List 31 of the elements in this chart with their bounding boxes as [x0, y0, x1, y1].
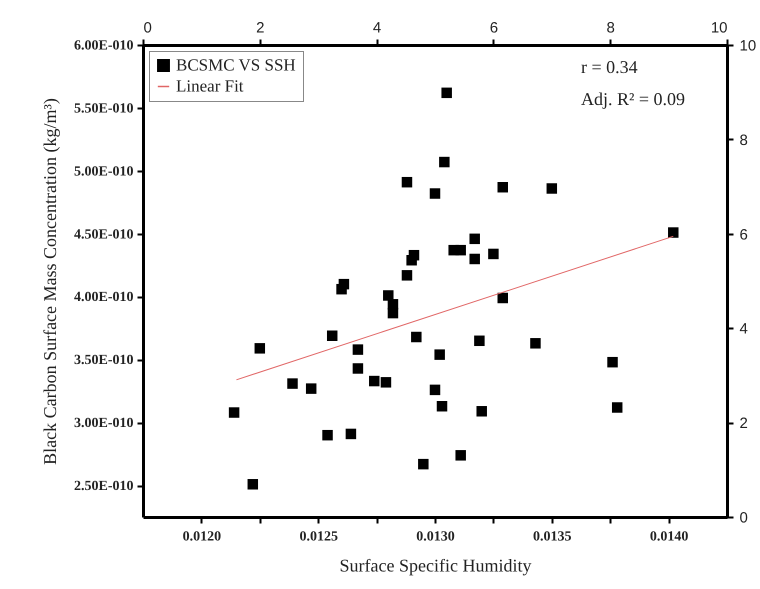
- legend-label: BCSMC VS SSH: [176, 56, 296, 74]
- y-tick-label: 4.00E-010: [74, 290, 134, 306]
- x-tick-label: 0.0130: [416, 530, 455, 544]
- x-axis-title: Surface Specific Humidity: [340, 556, 532, 576]
- x2-tick-label: 8: [606, 20, 615, 36]
- y-tick-label: 5.50E-010: [74, 101, 134, 116]
- y-tick-label: 3.50E-010: [74, 353, 134, 368]
- y2-tick-label: 0: [740, 510, 748, 526]
- x2-tick-label: 4: [372, 20, 382, 36]
- legend-label: Linear Fit: [176, 76, 244, 96]
- y2-tick-label: 4: [740, 320, 748, 338]
- annotation: Adj. R² = 0.09: [581, 89, 686, 109]
- x2-tick-label: 2: [256, 20, 264, 36]
- x-tick-label: 0.0135: [533, 530, 572, 544]
- y-axis-title: Black Carbon Surface Mass Concentration (kg/m³): [40, 98, 60, 465]
- y-tick-label: 3.00E-010: [74, 416, 134, 432]
- y2-tick-label: 6: [740, 226, 748, 244]
- y-tick-label: 6.00E-010: [74, 38, 134, 54]
- y-tick-label: 4.50E-010: [74, 227, 134, 242]
- annotation: r = 0.34: [581, 57, 638, 77]
- y2-tick-label: 8: [740, 132, 748, 149]
- x-tick-label: 0.0140: [650, 530, 688, 544]
- y2-tick-label: 10: [740, 38, 756, 54]
- x-tick-label: 0.0125: [299, 530, 338, 544]
- x2-tick-label: 10: [710, 20, 728, 36]
- x-tick-label: 0.0120: [182, 530, 222, 544]
- x2-tick-label: 0: [144, 20, 152, 36]
- y-tick-label: 2.50E-010: [74, 479, 134, 494]
- y-tick-label: 5.00E-010: [74, 164, 134, 180]
- y2-tick-label: 2: [740, 415, 748, 432]
- x2-tick-label: 6: [490, 20, 498, 36]
